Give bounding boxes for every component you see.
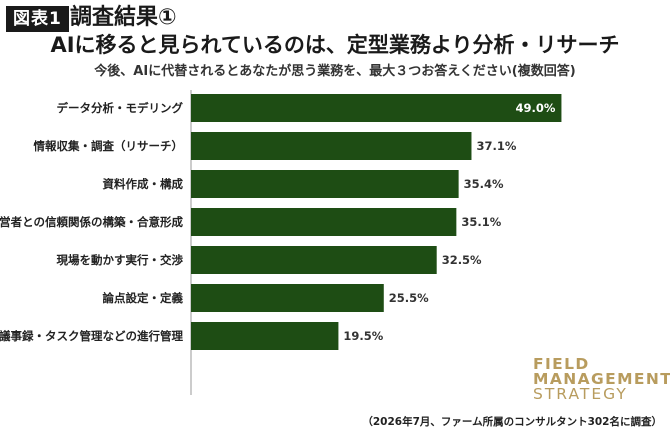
value-label-6: 19.5% <box>343 329 383 343</box>
bar-chart: データ分析・モデリング 49.0% 情報収集・調査（リサーチ） 37.1% 資料作成・構… <box>0 90 562 395</box>
value-label-5: 25.5% <box>389 291 429 305</box>
bar-3 <box>191 208 457 236</box>
category-label-0: データ分析・モデリング <box>57 101 184 115</box>
bar-2 <box>191 170 459 198</box>
value-label-3: 35.1% <box>461 215 501 229</box>
category-label-4: 現場を動かす実行・交渉 <box>57 253 184 267</box>
bar-4 <box>191 246 437 274</box>
brand-line-2: MANAGEMENT <box>533 370 670 388</box>
source-note: （2026年7月、ファーム所属のコンサルタント302名に調査） <box>362 416 662 428</box>
bar-5 <box>191 284 384 312</box>
value-label-4: 32.5% <box>442 253 482 267</box>
brand-logo: FIELD MANAGEMENT STRATEGY <box>533 355 670 403</box>
value-label-1: 37.1% <box>476 139 516 153</box>
category-label-5: 論点設定・定義 <box>103 291 184 305</box>
bar-0 <box>191 94 562 122</box>
figure-label: 図表1 <box>6 6 69 32</box>
category-label-3: 経営者との信頼関係の構築・合意形成 <box>0 215 183 229</box>
bar-1 <box>191 132 472 160</box>
chart-headline: AIに移ると見られているのは、定型業務より分析・リサーチ <box>50 33 620 57</box>
value-label-2: 35.4% <box>464 177 504 191</box>
chart-title: 調査結果① <box>70 5 177 30</box>
chart-question: 今後、AIに代替されるとあなたが思う業務を、最大３つお答えください(複数回答) <box>94 64 576 79</box>
category-label-1: 情報収集・調査（リサーチ） <box>33 139 184 153</box>
category-label-6: 議事録・タスク管理などの進行管理 <box>0 329 183 343</box>
value-label-0: 49.0% <box>516 101 556 115</box>
brand-line-1: FIELD <box>533 355 590 373</box>
category-label-2: 資料作成・構成 <box>103 177 184 191</box>
brand-line-3: STRATEGY <box>533 385 628 403</box>
bar-6 <box>191 322 339 350</box>
